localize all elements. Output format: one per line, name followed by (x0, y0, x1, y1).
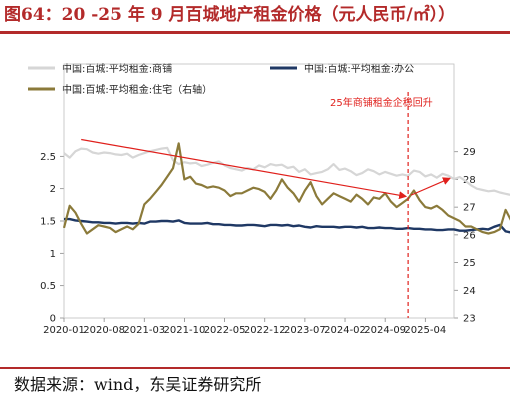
trend-arrow-decline (81, 138, 408, 200)
x-tick-label: 2024-02 (324, 325, 366, 336)
legend-label-residential: 中国:百城:平均租金:住宅（右轴） (62, 83, 212, 96)
y-right-tick-label: 25 (463, 258, 476, 269)
rent-price-chart: 中国:百城:平均租金:商铺 中国:百城:平均租金:办公 中国:百城:平均租金:住… (28, 62, 510, 336)
y-left-tick-label: 1 (50, 249, 56, 260)
x-tick-label: 2021-03 (123, 325, 165, 336)
y-axis-left: 0 0.5 1 1.5 2 2.5 (40, 152, 64, 325)
series-line-office (64, 217, 510, 234)
y-left-tick-label: 0 (50, 314, 56, 325)
footer-divider (0, 367, 510, 369)
y-left-tick-label: 1.5 (40, 217, 56, 228)
chart-legend: 中国:百城:平均租金:商铺 中国:百城:平均租金:办公 中国:百城:平均租金:住… (28, 62, 414, 96)
x-tick-label: 2020-08 (83, 325, 125, 336)
title-divider (0, 31, 510, 34)
y-axis-right: 23 24 25 26 27 28 29 (454, 147, 476, 325)
y-left-tick-label: 2 (50, 184, 56, 195)
x-tick-label: 2024-09 (364, 325, 406, 336)
x-tick-label: 2025-04 (404, 325, 446, 336)
x-tick-label: 2022-05 (204, 325, 246, 336)
y-right-tick-label: 27 (463, 203, 476, 214)
plot-frame (63, 63, 455, 319)
y-left-tick-label: 2.5 (40, 152, 56, 163)
legend-label-office: 中国:百城:平均租金:办公 (304, 62, 414, 75)
y-right-tick-label: 24 (463, 286, 476, 297)
x-tick-label: 2022-12 (244, 325, 286, 336)
plot-lines (62, 142, 510, 235)
y-right-tick-label: 28 (463, 175, 476, 186)
y-right-tick-label: 29 (463, 147, 476, 158)
figure-title: 图64：20 -25 年 9 月百城地产租金价格（元人民币/㎡）） (4, 5, 456, 25)
x-tick-label: 2021-10 (164, 325, 206, 336)
annotation-label: 25年商铺租金企稳回升 (330, 96, 433, 109)
x-axis: 2020-012020-082021-032021-102022-052022-… (43, 63, 455, 336)
x-tick-label: 2020-01 (43, 325, 85, 336)
annotations: 25年商铺租金企稳回升 (81, 92, 451, 318)
series-line-residential (62, 142, 510, 235)
y-left-tick-label: 0.5 (40, 281, 56, 292)
source-note: 数据来源：wind，东吴证券研究所 (14, 375, 262, 394)
y-right-tick-label: 23 (463, 314, 476, 325)
x-tick-label: 2023-07 (284, 325, 326, 336)
legend-label-shop: 中国:百城:平均租金:商铺 (62, 62, 172, 75)
trend-arrow-rebound (410, 177, 451, 196)
y-right-tick-label: 26 (463, 230, 476, 241)
